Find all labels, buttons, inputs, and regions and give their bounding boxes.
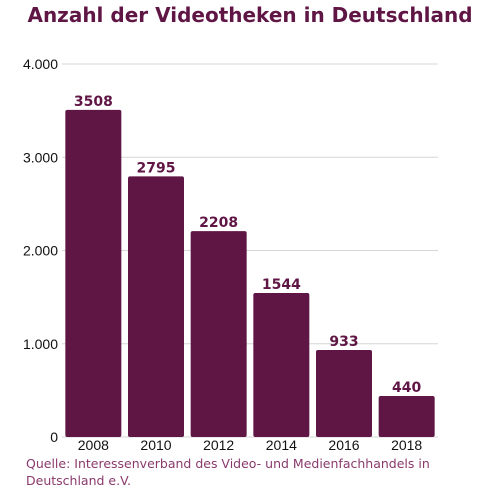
x-tick-label: 2014	[266, 437, 297, 453]
bar	[128, 176, 184, 437]
bars	[65, 109, 435, 437]
y-tick-label: 2.000	[23, 243, 58, 259]
y-tick-label: 0	[50, 429, 58, 445]
data-label: 3508	[74, 94, 113, 110]
x-tick-label: 2018	[391, 437, 422, 453]
bar	[378, 395, 435, 437]
data-labels: 3508 2795 2208 1544 933 440	[74, 94, 422, 396]
bar	[316, 349, 372, 437]
y-tick-label: 1.000	[23, 336, 58, 352]
x-tick-label: 2010	[140, 437, 171, 453]
gridlines	[62, 63, 438, 438]
data-label: 933	[329, 334, 358, 350]
y-tick-label: 4.000	[23, 56, 58, 72]
source-note: Quelle: Interessenverband des Video- und…	[26, 456, 430, 488]
x-tick-label: 2008	[78, 437, 109, 453]
x-axis-tick-labels: 2008 2010 2012 2014 2016 2018	[78, 437, 423, 453]
y-tick-label: 3.000	[23, 149, 58, 165]
bar	[65, 109, 122, 437]
data-label: 1544	[262, 277, 301, 293]
bar	[253, 293, 310, 437]
data-label: 2208	[199, 215, 238, 231]
bar	[190, 231, 247, 437]
chart-title: Anzahl der Videotheken in Deutschland	[27, 3, 473, 27]
x-tick-label: 2012	[203, 437, 234, 453]
x-tick-label: 2016	[328, 437, 359, 453]
data-label: 2795	[137, 160, 176, 176]
data-label: 440	[392, 380, 421, 396]
y-axis-tick-labels: 0 1.000 2.000 3.000 4.000	[23, 56, 58, 445]
